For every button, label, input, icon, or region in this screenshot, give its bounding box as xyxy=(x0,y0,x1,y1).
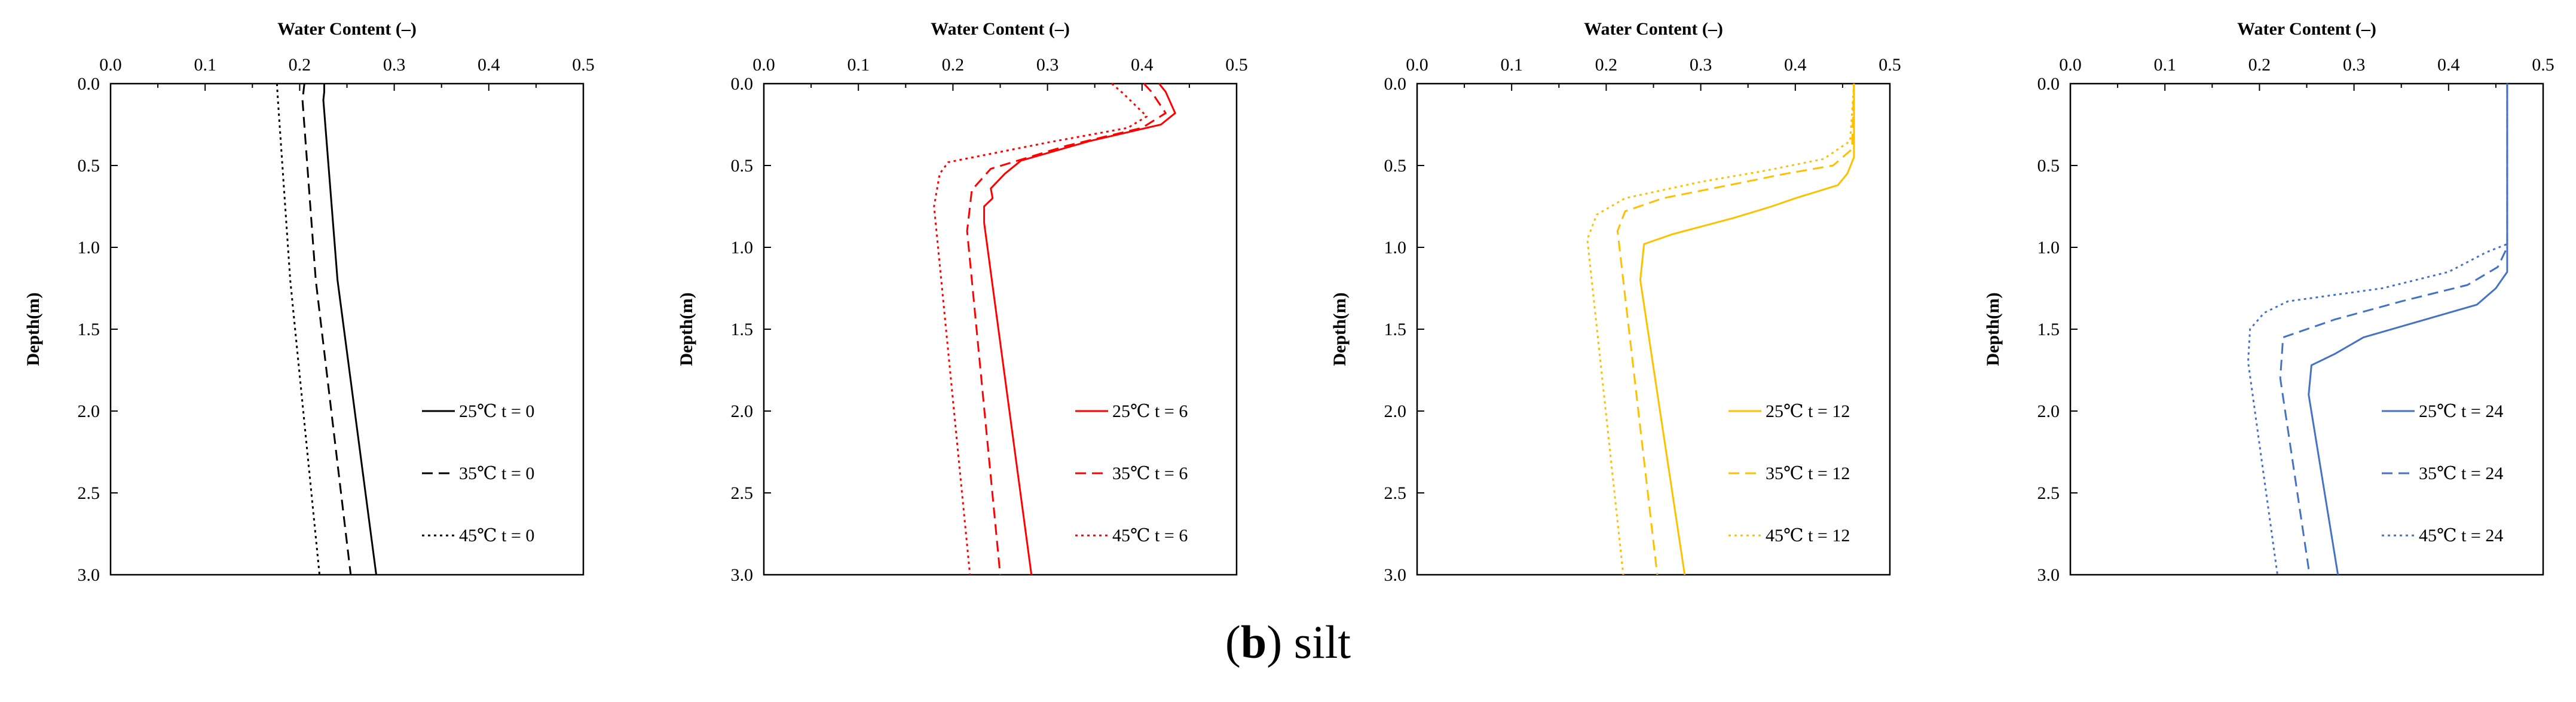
y-tick-label: 2.5 xyxy=(731,483,754,503)
legend-label: 25℃ t = 0 xyxy=(459,401,534,421)
x-tick-label: 0.2 xyxy=(1595,55,1618,75)
x-tick-label: 0.0 xyxy=(99,55,122,75)
y-tick-label: 2.0 xyxy=(1384,401,1407,421)
x-tick-label: 0.2 xyxy=(942,55,965,75)
series-line-dashed xyxy=(301,83,352,575)
legend-label: 25℃ t = 12 xyxy=(1766,401,1850,421)
plot-area-frame xyxy=(109,82,585,576)
series-line-solid xyxy=(2308,84,2508,575)
x-tick-label: 0.5 xyxy=(2532,55,2554,75)
x-tick-label: 0.5 xyxy=(1225,55,1248,75)
x-tick-label: 0.1 xyxy=(1500,55,1523,75)
x-tick-label: 0.1 xyxy=(194,55,216,75)
chart-panel-2: 0.0 0.1 0.2 0.3 0.4 0.5 Water Content (–) 0.0 0.… xyxy=(677,19,1248,585)
chart-panel-1: 0.0 0.1 0.2 0.3 0.4 0.5 Water Content (–) 0.0 0.… xyxy=(23,19,595,585)
x-tick-label: 0.3 xyxy=(2343,55,2366,75)
x-tick-label: 0.3 xyxy=(1690,55,1712,75)
y-tick-label: 1.0 xyxy=(2037,238,2060,257)
caption-letter: b xyxy=(1240,616,1267,668)
x-tick-label: 0.3 xyxy=(383,55,406,75)
series-line-dotted xyxy=(933,82,1148,575)
x-axis-title: Water Content (–) xyxy=(1584,19,1723,39)
series-line-dashed xyxy=(1616,83,1855,575)
y-tick-label: 0.5 xyxy=(1384,156,1407,176)
x-tick-label: 0.4 xyxy=(478,55,500,75)
y-tick-label: 1.5 xyxy=(1384,320,1407,339)
figure-caption: (b) silt xyxy=(1225,616,1351,668)
x-tick-label: 0.0 xyxy=(1406,55,1428,75)
x-axis-title: Water Content (–) xyxy=(2237,19,2376,39)
y-axis-title: Depth(m) xyxy=(677,292,696,366)
y-tick-label: 1.0 xyxy=(1384,238,1407,257)
x-axis-title: Water Content (–) xyxy=(277,19,417,39)
y-tick-label: 2.5 xyxy=(1384,483,1407,503)
x-axis-title: Water Content (–) xyxy=(931,19,1070,39)
x-tick-label: 0.0 xyxy=(2059,55,2082,75)
x-tick-label: 0.2 xyxy=(2248,55,2271,75)
legend-label: 45℃ t = 12 xyxy=(1766,526,1850,545)
y-axis-title: Depth(m) xyxy=(23,292,43,366)
series-line-dotted xyxy=(2247,84,2508,575)
y-tick-label: 2.5 xyxy=(2037,483,2060,503)
x-tick-label: 0.4 xyxy=(2437,55,2460,75)
y-tick-label: 1.0 xyxy=(78,238,100,257)
series-line-solid xyxy=(983,83,1176,575)
legend-label: 35℃ t = 24 xyxy=(2419,464,2503,483)
y-axis-title: Depth(m) xyxy=(1983,292,2003,366)
y-tick-label: 0.0 xyxy=(78,74,100,94)
y-tick-label: 0.5 xyxy=(78,156,100,176)
x-tick-label: 0.4 xyxy=(1784,55,1807,75)
legend-label: 35℃ t = 12 xyxy=(1766,464,1850,483)
y-tick-label: 2.0 xyxy=(731,401,754,421)
legend-label: 45℃ t = 6 xyxy=(1112,526,1188,545)
x-tick-label: 0.1 xyxy=(847,55,870,75)
series-line-dotted xyxy=(1586,83,1855,575)
series-line-solid xyxy=(1639,84,1855,575)
y-tick-label: 1.5 xyxy=(731,320,754,339)
y-tick-label: 1.5 xyxy=(2037,320,2060,339)
y-tick-label: 3.0 xyxy=(2037,565,2060,585)
series-line-solid xyxy=(322,84,377,575)
legend-label: 25℃ t = 24 xyxy=(2419,401,2503,421)
y-tick-label: 2.0 xyxy=(2037,401,2060,421)
y-tick-label: 0.5 xyxy=(731,156,754,176)
y-tick-label: 2.0 xyxy=(78,401,100,421)
y-axis-title: Depth(m) xyxy=(1330,292,1350,366)
y-tick-label: 3.0 xyxy=(1384,565,1407,585)
legend-label: 35℃ t = 0 xyxy=(459,464,534,483)
x-tick-label: 0.4 xyxy=(1131,55,1154,75)
plot-area-frame xyxy=(1416,82,1891,576)
y-tick-label: 1.5 xyxy=(78,320,100,339)
series-line-dotted xyxy=(276,83,321,575)
legend-label: 45℃ t = 24 xyxy=(2419,526,2503,545)
y-tick-label: 0.0 xyxy=(1384,74,1407,94)
x-tick-label: 0.5 xyxy=(572,55,595,75)
x-tick-label: 0.0 xyxy=(752,55,775,75)
y-tick-label: 3.0 xyxy=(78,565,100,585)
y-tick-label: 0.0 xyxy=(731,74,754,94)
y-tick-label: 0.5 xyxy=(2037,156,2060,176)
series-line-dashed xyxy=(2279,84,2508,575)
series-line-dashed xyxy=(966,82,1167,575)
x-tick-label: 0.2 xyxy=(289,55,311,75)
legend-label: 35℃ t = 6 xyxy=(1112,464,1188,483)
y-tick-label: 1.0 xyxy=(731,238,754,257)
y-tick-label: 0.0 xyxy=(2037,74,2060,94)
x-tick-label: 0.5 xyxy=(1879,55,1901,75)
caption-text: silt xyxy=(1293,616,1351,668)
y-tick-label: 3.0 xyxy=(731,565,754,585)
chart-panel-4: 0.0 0.1 0.2 0.3 0.4 0.5 Water Content (–) 0.0 0.… xyxy=(1983,19,2554,585)
plot-area-frame xyxy=(763,82,1238,576)
legend-label: 45℃ t = 0 xyxy=(459,526,534,545)
x-tick-label: 0.1 xyxy=(2153,55,2176,75)
y-tick-label: 2.5 xyxy=(78,483,100,503)
x-tick-label: 0.3 xyxy=(1036,55,1059,75)
chart-panel-3: 0.0 0.1 0.2 0.3 0.4 0.5 Water Content (–) 0.0 0.… xyxy=(1330,19,1901,585)
legend-label: 25℃ t = 6 xyxy=(1112,401,1188,421)
